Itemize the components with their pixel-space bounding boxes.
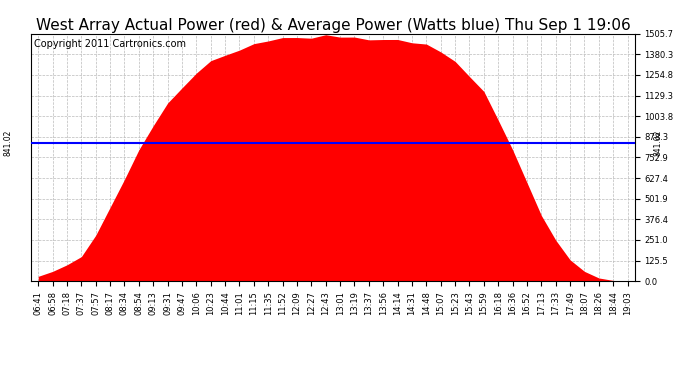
Text: 841.02: 841.02 — [653, 130, 662, 156]
Text: 841.02: 841.02 — [3, 130, 12, 156]
Title: West Array Actual Power (red) & Average Power (Watts blue) Thu Sep 1 19:06: West Array Actual Power (red) & Average … — [36, 18, 630, 33]
Text: Copyright 2011 Cartronics.com: Copyright 2011 Cartronics.com — [34, 39, 186, 49]
